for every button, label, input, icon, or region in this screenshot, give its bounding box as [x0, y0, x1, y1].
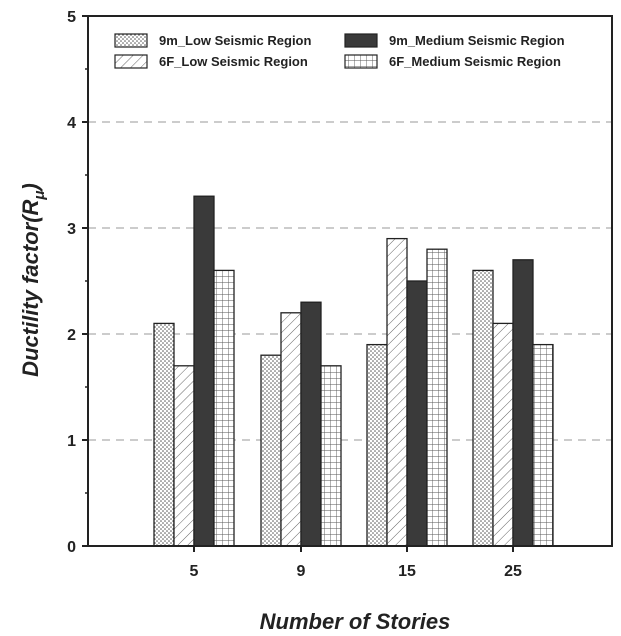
bar — [320, 365, 342, 547]
bar — [426, 248, 448, 547]
legend-swatch — [344, 33, 378, 48]
x-tick-label: 25 — [504, 563, 522, 580]
legend-label: 6F_Low Seismic Region — [159, 54, 308, 69]
y-tick-label: 4 — [67, 115, 76, 132]
legend-label: 9m_Low Seismic Region — [159, 33, 311, 48]
bar — [366, 343, 388, 547]
y-tick-label: 3 — [67, 221, 76, 238]
y-axis-title-close: ) — [18, 183, 43, 192]
bar — [260, 354, 282, 547]
x-tick-label: 5 — [190, 563, 199, 580]
bar — [153, 322, 175, 547]
y-axis-title-main: Ductility factor(R — [18, 199, 43, 376]
legend-swatch — [344, 54, 378, 69]
x-tick-label: 15 — [398, 563, 416, 580]
x-axis-title: Number of Stories — [260, 609, 451, 634]
legend-label: 9m_Medium Seismic Region — [389, 33, 565, 48]
legend-swatch — [114, 54, 148, 69]
bar — [472, 269, 494, 547]
bar — [532, 343, 554, 547]
bar — [512, 259, 534, 547]
legend-swatch — [114, 33, 148, 48]
bar — [386, 237, 408, 547]
y-axis-title-subscript: μ — [31, 191, 48, 201]
x-tick-label: 9 — [297, 563, 306, 580]
y-axis-title: Ductility factor(Rμ) — [18, 183, 48, 377]
y-tick-label: 2 — [67, 327, 76, 344]
y-tick-label: 1 — [67, 433, 76, 450]
bar — [280, 312, 302, 547]
bar — [173, 365, 195, 547]
legend-label: 6F_Medium Seismic Region — [389, 54, 561, 69]
bar — [492, 322, 514, 547]
bars — [153, 195, 554, 547]
bar — [300, 301, 322, 547]
legend: 9m_Low Seismic Region 6F_Low Seismic Regi… — [114, 33, 565, 69]
tick-labels: 0 1 2 3 4 5 5 9 15 25 — [67, 9, 522, 580]
y-tick-label: 5 — [67, 9, 76, 26]
y-tick-label: 0 — [67, 539, 76, 556]
bar — [193, 195, 215, 547]
bar — [213, 269, 235, 547]
bar — [406, 280, 428, 547]
